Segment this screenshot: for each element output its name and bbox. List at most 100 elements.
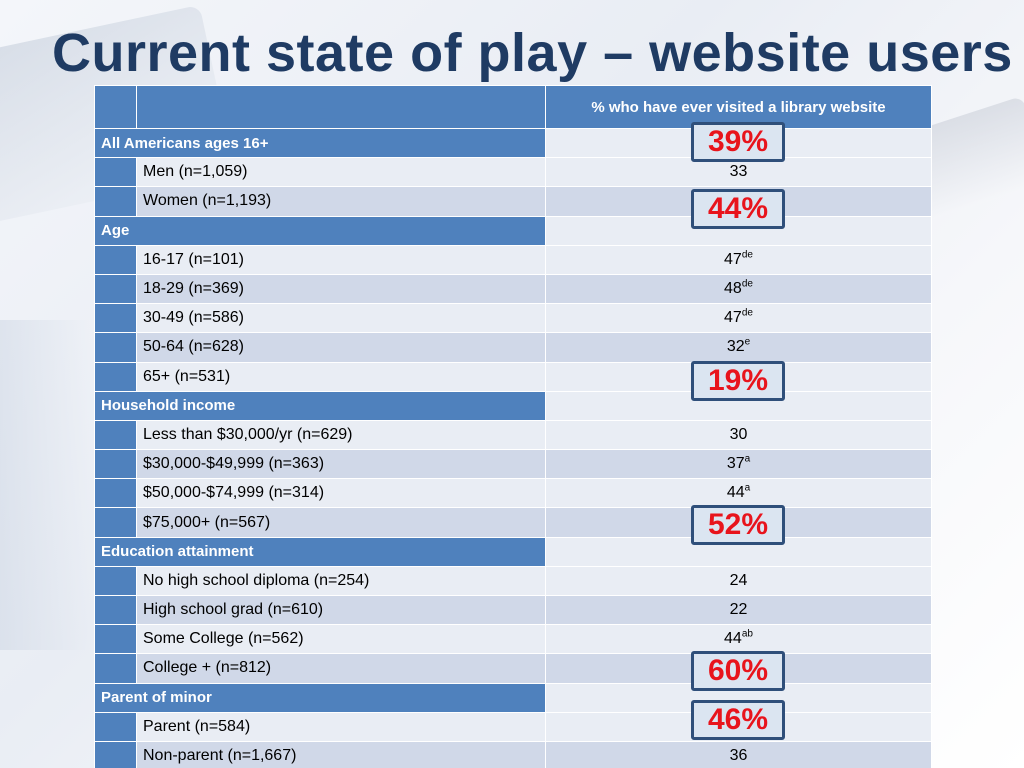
table-row: $30,000-$49,999 (n=363) 37a [94, 449, 932, 480]
category-label: Age [94, 215, 546, 246]
row-value: 44 [726, 484, 745, 502]
row-indent-cell [94, 332, 137, 363]
category-row: Household income [94, 390, 932, 421]
column-header: % who have ever visited a library websit… [545, 85, 932, 129]
row-value: 47 [724, 250, 742, 268]
row-value-cell: 37a [545, 449, 932, 480]
significance-superscript: a [744, 483, 751, 495]
table-row: 65+ (n=531) [94, 361, 932, 392]
row-value: 33 [729, 163, 748, 181]
row-value-cell: 44ab [545, 624, 932, 655]
row-indent-cell [94, 361, 137, 392]
table-row: College + (n=812) [94, 653, 932, 684]
row-label: College + (n=812) [136, 653, 546, 684]
row-value: 36 [729, 747, 748, 765]
significance-superscript: e [744, 337, 751, 349]
row-value: 24 [729, 571, 748, 589]
percentage-callout: 19% [691, 361, 785, 401]
row-indent-cell [94, 478, 137, 509]
table-row: 30-49 (n=586) 47de [94, 303, 932, 334]
significance-superscript: de [741, 307, 753, 319]
category-label: Education attainment [94, 536, 546, 567]
row-value: 30 [729, 425, 748, 443]
significance-superscript: de [741, 278, 753, 290]
percentage-callout: 52% [691, 505, 785, 545]
table-row: Some College (n=562) 44ab [94, 624, 932, 655]
category-label: Household income [94, 390, 546, 421]
row-value-cell: 22 [545, 594, 932, 626]
table-row: $50,000-$74,999 (n=314) 44a [94, 478, 932, 509]
row-indent-cell [94, 507, 137, 538]
row-indent-cell [94, 186, 137, 217]
row-value-cell: 30 [545, 419, 932, 451]
row-label: Women (n=1,193) [136, 186, 546, 217]
row-value-cell: 33 [545, 157, 932, 188]
library-website-table: % who have ever visited a library websit… [94, 85, 932, 768]
row-value-cell: 24 [545, 565, 932, 597]
table-row: Women (n=1,193) [94, 186, 932, 217]
table-row: $75,000+ (n=567) [94, 507, 932, 538]
row-label: 65+ (n=531) [136, 361, 546, 392]
percentage-callout: 39% [691, 122, 785, 162]
percentage-callout: 60% [691, 651, 785, 691]
row-label: Men (n=1,059) [136, 157, 546, 188]
row-indent-cell [94, 565, 137, 597]
category-label: Parent of minor [94, 682, 546, 713]
table-row: 18-29 (n=369) 48de [94, 273, 932, 305]
percentage-callout: 46% [691, 700, 785, 740]
row-label: Parent (n=584) [136, 711, 546, 742]
row-label: $50,000-$74,999 (n=314) [136, 478, 546, 509]
table-header-row: % who have ever visited a library websit… [94, 85, 932, 129]
row-indent-cell [94, 624, 137, 655]
row-label: Less than $30,000/yr (n=629) [136, 419, 546, 451]
row-label: 30-49 (n=586) [136, 303, 546, 334]
table-row: Parent (n=584) [94, 711, 932, 742]
row-indent-cell [94, 653, 137, 684]
significance-superscript: ab [741, 628, 753, 640]
row-label: $30,000-$49,999 (n=363) [136, 449, 546, 480]
significance-superscript: de [741, 249, 753, 261]
row-label: No high school diploma (n=254) [136, 565, 546, 597]
table-row: 16-17 (n=101) 47de [94, 244, 932, 275]
table-row: No high school diploma (n=254) 24 [94, 565, 932, 597]
row-label: 16-17 (n=101) [136, 244, 546, 275]
row-value: 48 [724, 280, 742, 298]
row-value-cell: 47de [545, 303, 932, 334]
row-label: 18-29 (n=369) [136, 273, 546, 305]
row-label: Non-parent (n=1,667) [136, 740, 546, 768]
row-value: 37 [726, 455, 745, 473]
row-indent-cell [94, 594, 137, 626]
category-row: All Americans ages 16+ [94, 127, 932, 159]
table-row: Less than $30,000/yr (n=629) 30 [94, 419, 932, 451]
table-row: Non-parent (n=1,667) 36 [94, 740, 932, 768]
category-row: Age [94, 215, 932, 246]
row-label: Some College (n=562) [136, 624, 546, 655]
row-value: 32 [726, 338, 745, 356]
row-value: 47 [724, 309, 742, 327]
row-indent-cell [94, 740, 137, 768]
row-label: 50-64 (n=628) [136, 332, 546, 363]
table-row: 50-64 (n=628) 32e [94, 332, 932, 363]
category-row: Parent of minor [94, 682, 932, 713]
header-label-cell [136, 85, 546, 129]
category-row: Education attainment [94, 536, 932, 567]
row-indent-cell [94, 157, 137, 188]
row-indent-cell [94, 419, 137, 451]
percentage-callout: 44% [691, 189, 785, 229]
row-indent-cell [94, 711, 137, 742]
table-row: High school grad (n=610) 22 [94, 594, 932, 626]
row-label: $75,000+ (n=567) [136, 507, 546, 538]
slide-title: Current state of play – website users [52, 23, 1013, 83]
row-indent-cell [94, 303, 137, 334]
table-row: Men (n=1,059) 33 [94, 157, 932, 188]
row-value-cell: 32e [545, 332, 932, 363]
row-value: 44 [724, 630, 742, 648]
row-indent-cell [94, 449, 137, 480]
background-decoration [0, 320, 90, 650]
row-value-cell: 47de [545, 244, 932, 275]
category-label: All Americans ages 16+ [94, 127, 546, 159]
row-value: 22 [729, 601, 748, 619]
row-label: High school grad (n=610) [136, 594, 546, 626]
row-indent-cell [94, 273, 137, 305]
row-value-cell: 44a [545, 478, 932, 509]
